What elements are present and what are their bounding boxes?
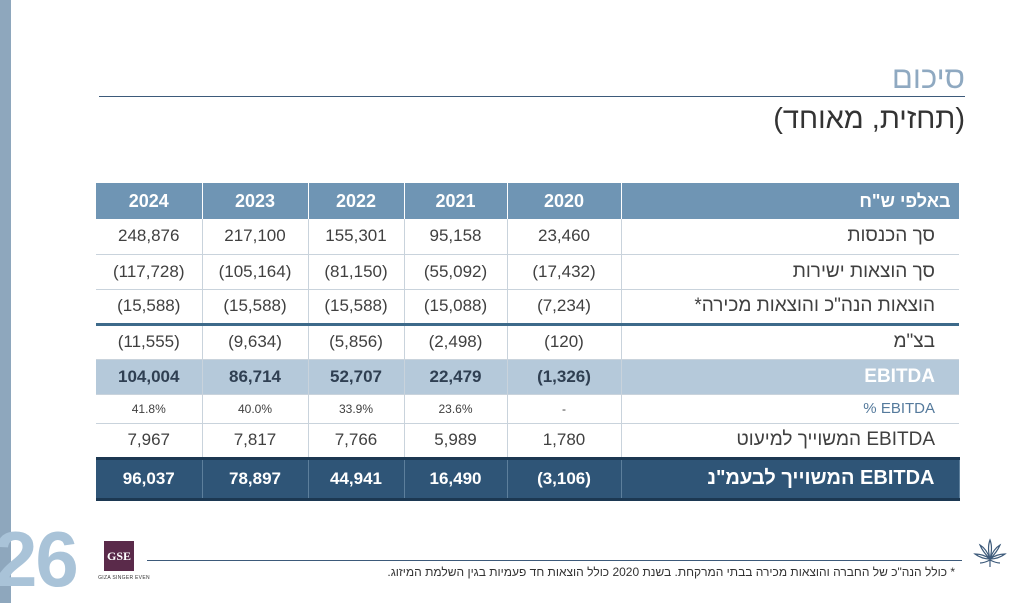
title-divider — [99, 96, 965, 97]
table-row: 248,876 217,100 155,301 95,158 23,460 סך… — [96, 219, 959, 255]
table-cell: 86,714 — [202, 359, 309, 395]
table-cell: 104,004 — [96, 359, 203, 395]
table-cell: 155,301 — [308, 219, 405, 255]
table-cell: (3,106) — [507, 456, 622, 501]
table-cell: 33.9% — [308, 394, 405, 424]
row-label: EBITDA המשוייך לבעמ"נ — [621, 456, 960, 501]
table-cell: (17,432) — [507, 254, 622, 290]
table-cell: 5,989 — [404, 423, 508, 459]
table-cell: (55,092) — [404, 254, 508, 290]
row-label: הוצאות הנה"כ והוצאות מכירה* — [621, 289, 959, 325]
table-cell: (9,634) — [202, 322, 309, 360]
table-row: (15,588) (15,588) (15,588) (15,088) (7,2… — [96, 289, 959, 325]
table-cell: (81,150) — [308, 254, 405, 290]
left-accent-stripe — [0, 0, 11, 603]
company-logo: GSE GIZA SINGER EVEN — [96, 541, 150, 591]
table-row: (117,728) (105,164) (81,150) (55,092) (1… — [96, 254, 959, 290]
table-row: 7,967 7,817 7,766 5,989 1,780 EBITDA המש… — [96, 423, 959, 459]
row-label: סך הכנסות — [621, 219, 959, 255]
table-row: (11,555) (9,634) (5,856) (2,498) (120) ב… — [96, 322, 959, 360]
table-cell: (15,088) — [404, 289, 508, 325]
row-label: EBITDA % — [621, 394, 959, 424]
row-label: EBITDA — [621, 359, 959, 395]
table-cell: 40.0% — [202, 394, 309, 424]
year-header: 2022 — [308, 183, 405, 219]
table-cell: (5,856) — [308, 322, 405, 360]
table-cell: - — [507, 394, 622, 424]
logo-text: GIZA SINGER EVEN — [98, 575, 150, 581]
table-cell: 95,158 — [404, 219, 508, 255]
ebitda-row: 104,004 86,714 52,707 22,479 (1,326) EBI… — [96, 359, 959, 395]
year-header: 2021 — [404, 183, 508, 219]
table-cell: (7,234) — [507, 289, 622, 325]
page-subtitle: (תחזית, מאוחד) — [773, 103, 965, 135]
table-cell: (2,498) — [404, 322, 508, 360]
table-cell: 217,100 — [202, 219, 309, 255]
currency-unit-header: באלפי ש"ח — [621, 183, 960, 219]
table-cell: 78,897 — [202, 456, 309, 501]
table-cell: 23.6% — [404, 394, 508, 424]
logo-mark: GSE — [104, 541, 134, 571]
table-cell: 7,766 — [308, 423, 405, 459]
table-cell: (117,728) — [96, 254, 203, 290]
row-label: סך הוצאות ישירות — [621, 254, 959, 290]
table-cell: (15,588) — [96, 289, 203, 325]
table-cell: 7,967 — [96, 423, 203, 459]
table-cell: 248,876 — [96, 219, 203, 255]
footer-divider — [147, 560, 962, 561]
table-cell: 16,490 — [404, 456, 508, 501]
table-cell: (15,588) — [308, 289, 405, 325]
ebitda-percent-row: 41.8% 40.0% 33.9% 23.6% - EBITDA % — [96, 394, 959, 424]
table-cell: 52,707 — [308, 359, 405, 395]
footnote: * כולל הנה"כ של החברה והוצאות מכירה בבתי… — [387, 565, 955, 579]
row-label: בצ"מ — [621, 322, 959, 360]
table-cell: 96,037 — [96, 456, 203, 501]
page-title: סיכום — [891, 60, 965, 95]
table-cell: (15,588) — [202, 289, 309, 325]
financial-summary-table: 2024 2023 2022 2021 2020 באלפי ש"ח 248,8… — [96, 183, 960, 501]
year-header: 2023 — [202, 183, 309, 219]
page-number: 26 — [0, 515, 79, 603]
table-cell: 23,460 — [507, 219, 622, 255]
table-cell: 44,941 — [308, 456, 405, 501]
table-cell: (11,555) — [96, 322, 203, 360]
table-cell: 7,817 — [202, 423, 309, 459]
year-header: 2020 — [507, 183, 622, 219]
table-cell: (120) — [507, 322, 622, 360]
total-row: 96,037 78,897 44,941 16,490 (3,106) EBIT… — [96, 456, 960, 501]
table-cell: (105,164) — [202, 254, 309, 290]
year-header: 2024 — [96, 183, 203, 219]
cannabis-leaf-icon — [973, 538, 1007, 567]
table-cell: 1,780 — [507, 423, 622, 459]
table-header-row: 2024 2023 2022 2021 2020 באלפי ש"ח — [96, 183, 960, 219]
row-label: EBITDA המשוייך למיעוט — [621, 423, 959, 459]
table-cell: 41.8% — [96, 394, 203, 424]
table-cell: (1,326) — [507, 359, 622, 395]
table-cell: 22,479 — [404, 359, 508, 395]
